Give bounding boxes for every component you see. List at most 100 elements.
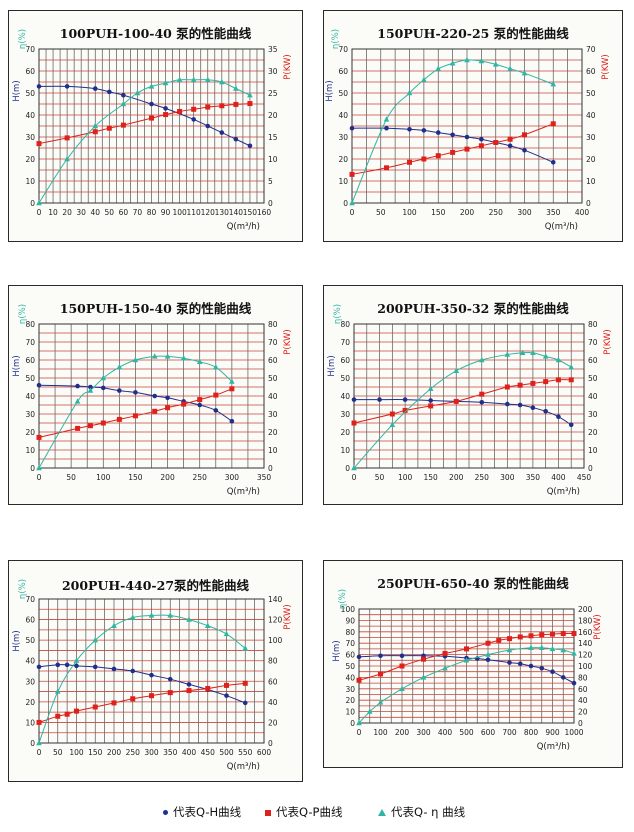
y-tick-label-left: 20: [340, 428, 350, 437]
y-axis-label-efficiency: η(%): [18, 579, 28, 599]
data-point-power: [36, 719, 42, 725]
y-tick-label-left: 50: [338, 89, 348, 98]
x-tick-label: 400: [575, 208, 590, 217]
y-tick-label-right: 10: [586, 177, 596, 186]
x-tick-label: 140: [229, 208, 244, 217]
data-point-power: [504, 384, 510, 390]
x-tick-label: 350: [163, 748, 178, 757]
y-tick-label-right: 20: [268, 428, 278, 437]
data-point-power: [478, 143, 484, 149]
y-axis-label-efficiency: η(%): [18, 304, 28, 324]
data-point-power: [453, 398, 459, 404]
data-point-head: [450, 132, 455, 138]
data-point-efficiency: [229, 378, 235, 384]
data-point-efficiency: [507, 65, 513, 71]
y-axis-label-efficiency: η(%): [18, 29, 28, 49]
x-axis-label: Q(m³/h): [227, 762, 260, 772]
y-axis-label-efficiency: η(%): [331, 29, 341, 49]
y-tick-label-left: 10: [25, 446, 35, 455]
y-tick-label-left: 70: [25, 338, 35, 347]
data-point-efficiency: [389, 421, 396, 427]
data-point-head: [213, 408, 219, 413]
x-tick-label: 150: [88, 748, 103, 757]
chart-panel-1: 100PUH-100-40 泵的性能曲线 0 10 20 30 40 50 60 70 80 90…: [8, 10, 303, 242]
x-tick-label: 100: [402, 208, 417, 217]
data-point-efficiency: [560, 646, 567, 653]
y-tick-label-left: 60: [338, 67, 348, 76]
legend-item-power: 代表Q-P曲线: [265, 804, 342, 820]
x-tick-label: 400: [182, 748, 197, 757]
data-point-head: [402, 397, 408, 402]
data-point-efficiency: [506, 646, 513, 653]
data-point-head: [36, 382, 42, 388]
x-tick-label: 200: [449, 473, 464, 482]
x-tick-label: 50: [66, 473, 76, 482]
data-point-efficiency: [383, 116, 390, 122]
y-tick-label-right: 0: [268, 464, 273, 473]
data-point-power: [435, 153, 441, 159]
x-tick-label: 30: [76, 208, 86, 217]
data-point-head: [428, 398, 433, 403]
y-tick-label-right: 80: [578, 673, 588, 682]
x-tick-label: 250: [126, 748, 141, 757]
data-point-head: [356, 654, 362, 660]
x-tick-label: 600: [257, 748, 272, 757]
x-tick-label: 200: [460, 208, 475, 217]
data-point-efficiency: [478, 356, 485, 363]
data-point-power: [479, 391, 485, 397]
data-point-power: [92, 704, 98, 710]
data-point-power: [36, 434, 42, 440]
data-point-efficiency: [111, 622, 117, 628]
data-point-head: [349, 125, 355, 131]
y-tick-label-right: 20: [268, 111, 278, 120]
data-point-power: [555, 377, 561, 383]
data-point-efficiency: [148, 612, 155, 618]
data-point-power: [550, 631, 555, 637]
data-point-head: [107, 89, 112, 95]
data-point-power: [87, 423, 93, 429]
x-axis-label: Q(m³/h): [227, 222, 260, 232]
y-tick-label-left: 80: [345, 628, 355, 637]
data-point-power: [213, 392, 219, 398]
y-tick-label-right: 70: [586, 45, 596, 54]
data-point-efficiency: [351, 464, 357, 471]
y-tick-label-left: 50: [25, 374, 35, 383]
data-point-efficiency: [92, 636, 99, 643]
y-tick-label-left: 70: [345, 639, 355, 648]
y-tick-label-left: 80: [25, 320, 35, 329]
data-point-efficiency: [129, 614, 136, 620]
data-point-power: [356, 677, 362, 683]
data-point-head: [517, 661, 523, 667]
data-point-power: [116, 416, 122, 422]
data-point-head: [505, 401, 510, 407]
chart-plot: 0 10 20 30 40 50 60 70 80 90 100 110 120 130 140 150 160…: [12, 29, 293, 232]
data-point-power: [378, 671, 383, 677]
data-point-power: [384, 165, 389, 171]
legend: 代表Q-H曲线 代表Q-P曲线 代表Q- η 曲线: [0, 804, 634, 824]
y-tick-label-right: 30: [268, 67, 278, 76]
data-point-efficiency: [36, 199, 42, 206]
y-tick-label-right: 160: [578, 628, 593, 637]
y-tick-label-right: 100: [578, 662, 593, 671]
x-tick-label: 450: [577, 473, 592, 482]
data-point-power: [205, 104, 211, 110]
data-point-power: [64, 711, 70, 717]
y-tick-label-left: 0: [30, 464, 35, 473]
data-point-head: [233, 136, 239, 142]
y-axis-label-head: H(m): [12, 355, 22, 376]
data-point-efficiency: [550, 81, 557, 87]
data-point-efficiency: [212, 364, 219, 370]
data-point-head: [88, 384, 93, 390]
y-tick-label-left: 0: [343, 199, 348, 208]
y-tick-label-left: 100: [341, 605, 356, 614]
y-tick-label-right: 50: [588, 374, 598, 383]
x-tick-label: 800: [524, 728, 539, 737]
y-tick-label-right: 30: [588, 410, 598, 419]
data-point-power: [421, 156, 427, 162]
chart-panel-3: 150PUH-150-40 泵的性能曲线 0 50 100 150 200 250 300 3…: [8, 285, 303, 505]
y-tick-label-right: 20: [268, 718, 278, 727]
data-point-head: [568, 422, 574, 428]
x-tick-label: 250: [193, 473, 208, 482]
x-tick-label: 100: [172, 208, 187, 217]
data-point-efficiency: [555, 356, 562, 363]
